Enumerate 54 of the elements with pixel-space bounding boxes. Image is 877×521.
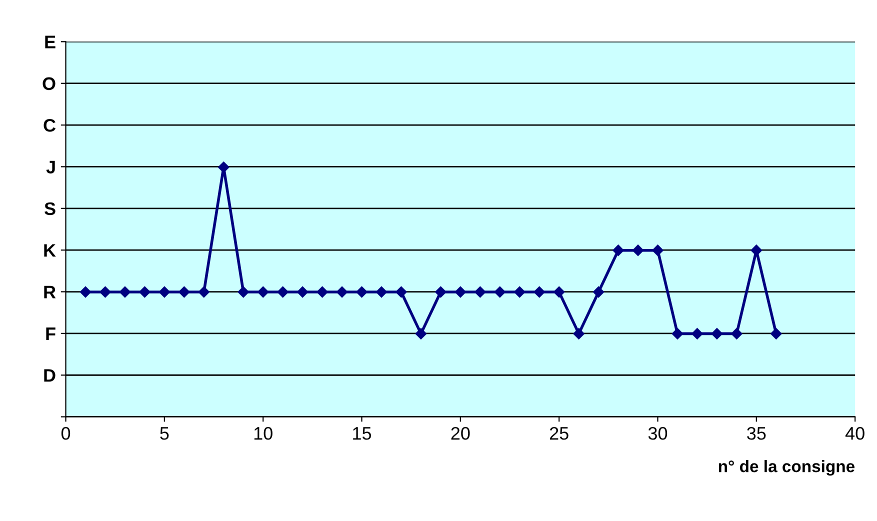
category-label: E	[45, 36, 56, 48]
point	[218, 162, 230, 173]
point	[770, 328, 782, 340]
point	[80, 286, 92, 298]
point	[139, 286, 150, 298]
category-label: R	[44, 286, 56, 298]
point	[277, 286, 288, 298]
point	[672, 328, 684, 340]
point	[257, 286, 269, 298]
category-label: C	[44, 118, 56, 132]
point	[573, 328, 584, 340]
point	[474, 286, 486, 298]
point	[454, 286, 466, 298]
point	[158, 286, 170, 298]
point	[435, 286, 446, 298]
point	[553, 286, 565, 298]
x-tick-label: 0	[61, 427, 70, 440]
x-axis-title: n° de la consigne	[718, 460, 855, 476]
point	[296, 286, 308, 298]
category-label: D	[44, 369, 56, 382]
category-label: O	[42, 77, 56, 90]
point	[534, 286, 545, 298]
point	[100, 286, 111, 298]
point	[238, 286, 249, 298]
category-label: S	[44, 202, 56, 216]
point	[592, 286, 604, 298]
point	[692, 328, 703, 340]
x-tick-label: 20	[451, 427, 470, 440]
x-tick-label: 10	[254, 427, 272, 440]
x-tick-label: 5	[160, 427, 169, 440]
point	[731, 328, 742, 340]
point	[336, 286, 348, 298]
point	[396, 286, 407, 298]
point	[356, 286, 368, 298]
point	[494, 286, 506, 298]
point	[612, 244, 624, 256]
point	[119, 286, 131, 298]
point	[632, 244, 644, 256]
point	[514, 286, 526, 298]
point	[711, 328, 723, 340]
point	[316, 286, 328, 298]
x-tick-label: 25	[550, 427, 568, 440]
x-tick-label: 15	[353, 427, 372, 440]
point	[415, 328, 427, 340]
point	[376, 286, 388, 298]
category-label: K	[44, 244, 56, 257]
x-tick-label: 30	[648, 427, 668, 440]
point	[178, 286, 190, 298]
category-label: F	[46, 328, 56, 340]
point	[652, 244, 664, 256]
x-tick-label: 40	[845, 427, 864, 440]
x-tick-label: 35	[747, 427, 766, 440]
category-label: J	[46, 160, 55, 174]
point	[198, 286, 210, 298]
